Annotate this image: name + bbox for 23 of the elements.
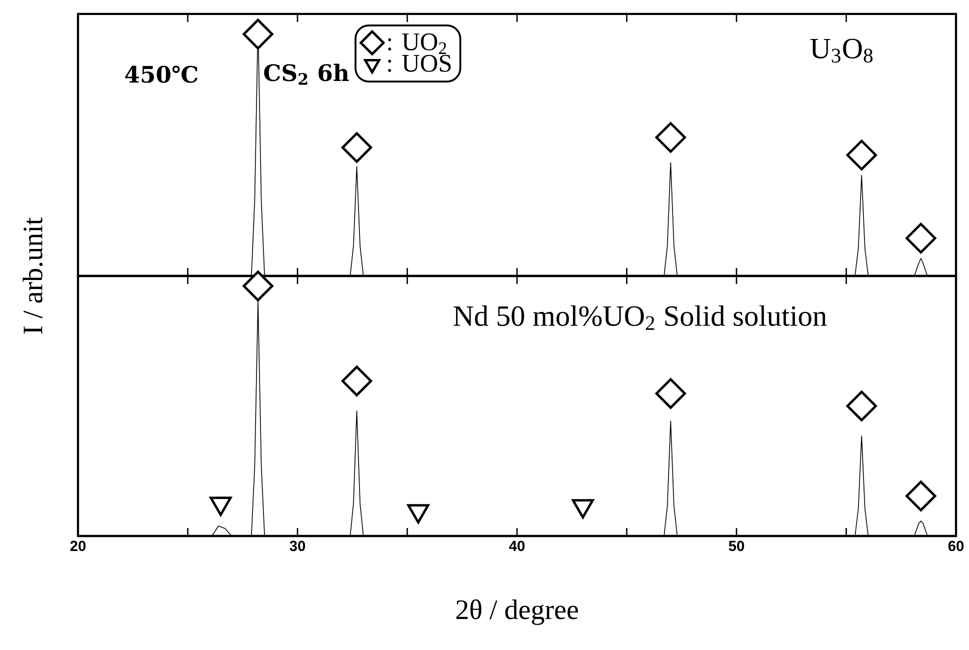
point — [407, 504, 430, 524]
x-axis-title: 2θ / degree — [456, 599, 578, 625]
x-tick-label: 20 — [70, 540, 86, 552]
point — [846, 140, 877, 170]
annotation: CS$_{2}$ 6h — [264, 64, 349, 85]
legend-label: : UOS — [388, 54, 451, 72]
legend-label: : UO$_{2}$ — [388, 33, 446, 54]
x-tick-label: 60 — [948, 540, 964, 552]
point — [655, 122, 686, 153]
point — [341, 132, 372, 163]
annotation: 450℃ — [125, 66, 198, 83]
point — [210, 496, 232, 516]
x-tick-label: 50 — [728, 540, 744, 552]
point — [242, 18, 274, 50]
point — [572, 499, 594, 519]
point — [655, 378, 686, 409]
point — [846, 390, 877, 422]
x-tick-label: 30 — [290, 540, 306, 552]
annotation: U$_{3}$O$_{8}$ — [810, 38, 873, 63]
annotation: Nd 50 mol%UO$_{2}$ Solid solution — [454, 305, 827, 330]
point — [341, 366, 372, 396]
x-tick-label: 40 — [509, 540, 525, 552]
y-axis-title: I / arb.unit — [22, 217, 43, 334]
